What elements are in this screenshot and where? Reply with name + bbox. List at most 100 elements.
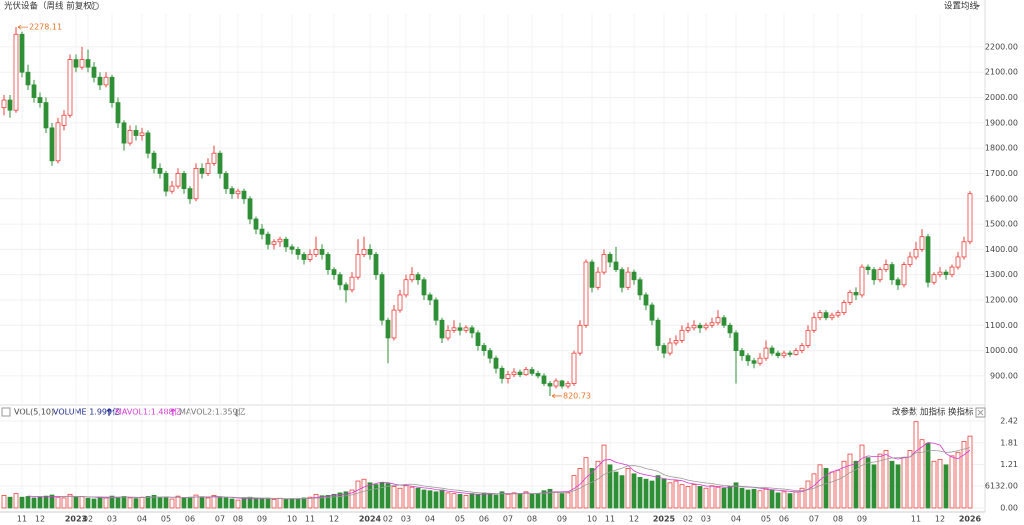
volume-bar: [325, 495, 331, 509]
volume-bar: [967, 435, 973, 509]
candle-body: [913, 248, 919, 258]
volume-bar: [367, 482, 373, 509]
x-tick-label: 11: [305, 515, 315, 524]
volume-bar: [55, 496, 61, 509]
candle-body: [295, 248, 301, 255]
dropdown-icon[interactable]: [976, 5, 980, 8]
help-icon[interactable]: [1, 407, 11, 417]
candle-body: [277, 238, 283, 243]
y-tick-label: 1400.00: [985, 245, 1018, 254]
button[interactable]: 改参数: [892, 407, 918, 418]
volume-bar: [283, 498, 289, 509]
candle-body: [427, 294, 433, 301]
close-icon[interactable]: [977, 409, 984, 416]
candle-body: [193, 167, 199, 200]
candle-body: [871, 269, 877, 281]
button[interactable]: 加指标: [920, 407, 946, 418]
candle-body: [145, 132, 151, 154]
y-tick-label: 1800.00: [985, 144, 1018, 153]
volume-bar: [601, 444, 607, 509]
candle-body: [841, 302, 847, 314]
volume-bar: [361, 478, 367, 509]
candle-body: [409, 274, 415, 281]
candle-body: [301, 254, 307, 260]
candle-body: [397, 294, 403, 311]
candle-body: [727, 324, 733, 334]
candle-body: [391, 309, 397, 339]
candle-body: [811, 317, 817, 331]
ma-setting[interactable]: 设置均线: [944, 1, 979, 12]
indicator-name: VOL(5,10): [14, 408, 54, 417]
x-tick-label: 08: [527, 515, 537, 524]
volume-bar: [61, 497, 67, 509]
volume-bar: [793, 491, 799, 509]
button[interactable]: 换指标: [948, 407, 974, 418]
volume-bar: [559, 493, 565, 509]
candle-body: [247, 198, 253, 220]
volume-bar: [157, 497, 163, 509]
volume-bar: [25, 496, 31, 509]
candle-body: [607, 254, 613, 263]
volume-bar: [571, 475, 577, 509]
candle-body: [919, 236, 925, 250]
volume-bar: [619, 475, 625, 509]
volume-bar: [547, 488, 553, 509]
candle-body: [181, 173, 187, 190]
candle-body: [361, 248, 367, 255]
candle-body: [775, 352, 781, 357]
volume-bar: [85, 497, 91, 509]
volume-bar: [241, 497, 247, 509]
candle-body: [511, 371, 517, 376]
candle-body: [217, 152, 223, 174]
volume-bar: [661, 478, 667, 509]
x-tick-label: 04: [731, 515, 741, 524]
vol-tick-label: 2.42: [1000, 417, 1018, 426]
volume-bar: [655, 475, 661, 509]
candle-body: [67, 59, 73, 116]
volume-bar: [499, 491, 505, 509]
settings-icon[interactable]: [91, 2, 99, 10]
volume-bar: [691, 484, 697, 509]
candle-body: [541, 375, 547, 384]
candle-body: [271, 241, 277, 245]
candle-body: [823, 312, 829, 319]
volume-bar: [145, 496, 151, 509]
candle-body: [751, 360, 757, 364]
candle-body: [601, 254, 607, 273]
x-tick-label: 12: [329, 515, 339, 524]
candle-body: [121, 122, 127, 144]
volume-bar: [841, 460, 847, 509]
volume-bar: [43, 495, 49, 509]
candle-body: [229, 188, 235, 195]
volume-bar: [853, 460, 859, 509]
candle-body: [73, 59, 79, 68]
volume-bar: [541, 490, 547, 509]
candle-body: [331, 269, 337, 276]
candle-body: [439, 319, 445, 339]
candle-body: [31, 84, 37, 98]
x-tick-label: 08: [233, 515, 243, 524]
volume-bar: [301, 497, 307, 509]
volume-bar: [565, 492, 571, 509]
volume-bar: [319, 495, 325, 509]
vol-tick-label: 1.21: [1000, 460, 1018, 469]
candle-body: [523, 369, 529, 376]
x-tick-label: 2025: [653, 515, 676, 524]
volume-bar: [907, 450, 913, 509]
volume-bar: [631, 473, 637, 509]
candle-body: [349, 276, 355, 291]
close-button[interactable]: [975, 407, 986, 418]
volume-bar: [127, 497, 133, 509]
y-tick-label: 2000.00: [985, 93, 1018, 102]
volume-bar: [13, 493, 19, 509]
candle-body: [493, 357, 499, 369]
x-tick-label: 02: [83, 515, 93, 524]
volume-bar: [673, 480, 679, 509]
volume-bar: [727, 486, 733, 509]
volume-bar: [955, 451, 961, 509]
annotation-arrow: [551, 393, 562, 399]
candle-body: [955, 256, 961, 268]
volume-bar: [613, 471, 619, 509]
candle-body: [721, 317, 727, 326]
volume-bar: [7, 496, 13, 509]
